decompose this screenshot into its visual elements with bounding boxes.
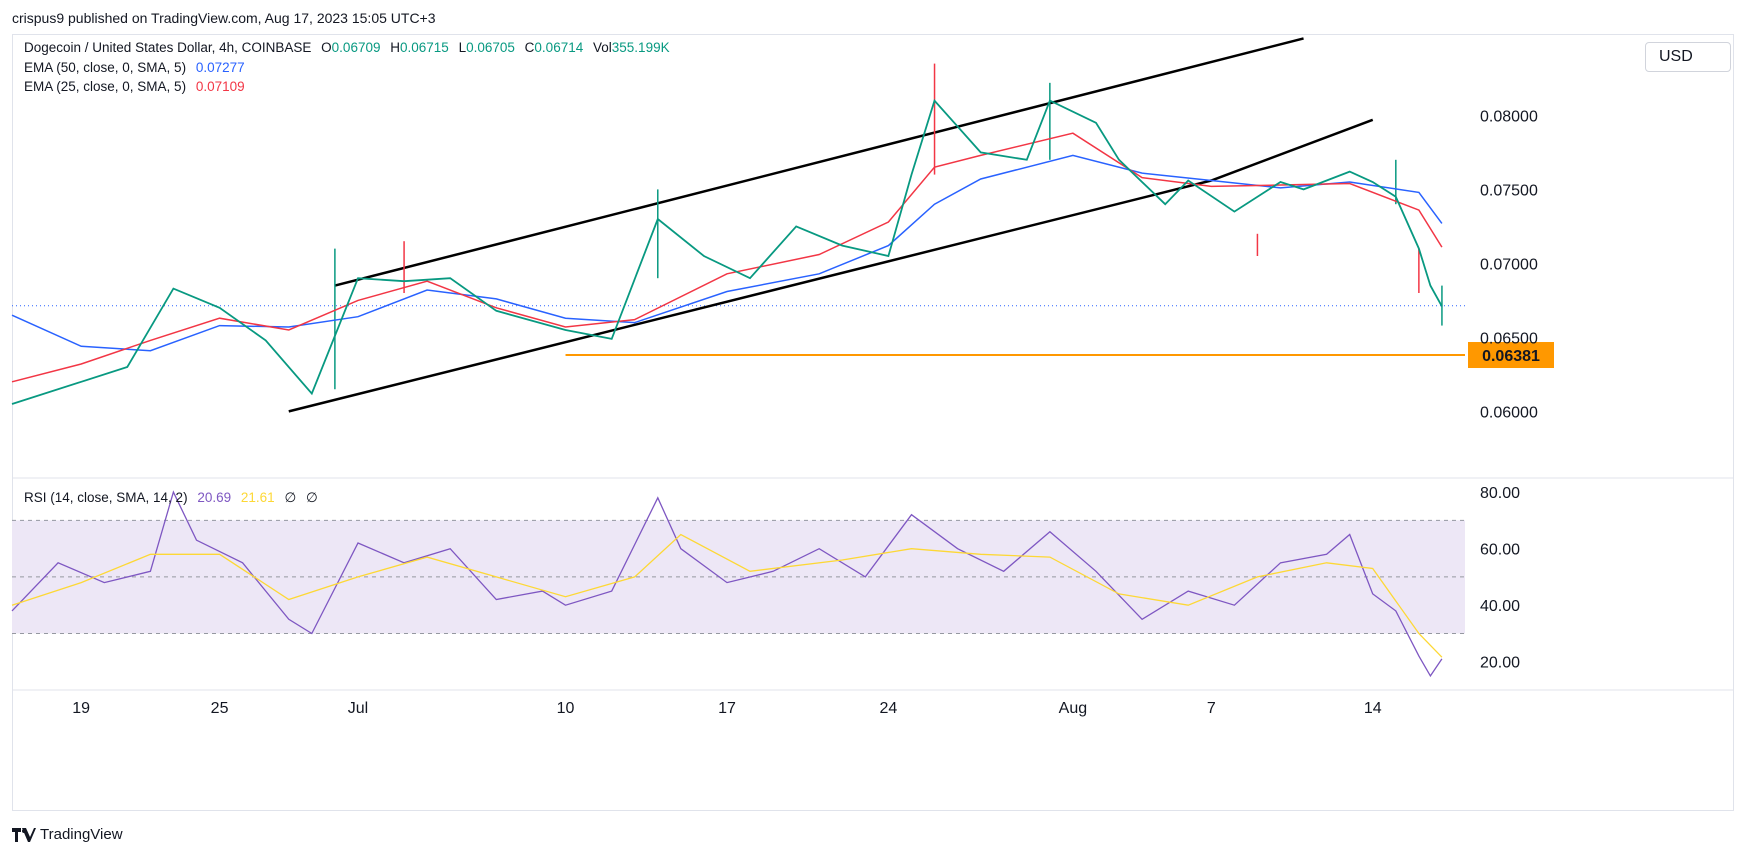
ema25-legend: EMA (25, close, 0, SMA, 5) 0.07109 (24, 79, 251, 94)
date-tick-label: 14 (1364, 700, 1382, 717)
publisher-header: crispus9 published on TradingView.com, A… (12, 10, 436, 26)
close-value: C0.06714 (525, 40, 584, 55)
ema25-line (11, 132, 1443, 383)
date-tick-label: 24 (880, 700, 898, 717)
date-tick-label: Aug (1059, 700, 1087, 717)
ema50-legend: EMA (50, close, 0, SMA, 5) 0.07277 (24, 60, 251, 75)
rsi-tick-label: 60.00 (1480, 542, 1520, 559)
channel-line-3 (1210, 118, 1374, 182)
channel-line-1 (288, 179, 1212, 413)
date-tick-label: 10 (557, 700, 575, 717)
price-tick-label: 0.08000 (1480, 108, 1538, 125)
close-label: C (524, 40, 535, 55)
brand-label: TradingView (40, 826, 123, 843)
high-label: H (390, 40, 400, 55)
price-legend: Dogecoin / United States Dollar, 4h, COI… (24, 40, 676, 55)
rsi-extra-1: ∅ (284, 490, 297, 505)
price-tick-label: 0.06500 (1480, 330, 1538, 347)
high-value: H0.06715 (390, 40, 449, 55)
channel-line-2 (334, 37, 1304, 287)
support-price-label: 0.06381 (1482, 348, 1540, 365)
price-tick-label: 0.06000 (1480, 404, 1538, 421)
date-tick-label: 25 (211, 700, 229, 717)
rsi-tick-label: 20.00 (1480, 655, 1520, 672)
ema50-label: EMA (50, close, 0, SMA, 5) (24, 60, 187, 75)
chart-frame (12, 34, 1734, 811)
price-tick-label: 0.07500 (1480, 182, 1538, 199)
rsi-tick-label: 80.00 (1480, 485, 1520, 502)
tradingview-footer: TradingView (12, 826, 123, 843)
rsi-value: 20.69 (197, 490, 232, 505)
rsi-line (11, 490, 1443, 678)
price-tick-label: 0.07000 (1480, 256, 1538, 273)
currency-button[interactable]: USD (1645, 42, 1731, 72)
low-number: 0.06705 (466, 40, 515, 55)
rsi-legend: RSI (14, close, SMA, 14, 2) 20.69 21.61 … (24, 490, 324, 506)
rsi-sma-value: 21.61 (240, 490, 275, 505)
open-value: O0.06709 (321, 40, 380, 55)
rsi-extra-2: ∅ (305, 490, 318, 505)
ema25-value: 0.07109 (195, 79, 245, 94)
rsi-label: RSI (14, close, SMA, 14, 2) (24, 490, 188, 505)
tradingview-logo-icon (12, 827, 36, 842)
symbol-label: Dogecoin / United States Dollar, 4h, COI… (24, 40, 312, 55)
support-price-tag (1468, 342, 1554, 369)
date-tick-label: 19 (72, 700, 90, 717)
volume-number: 355.199K (611, 40, 670, 55)
date-tick-label: 7 (1207, 700, 1216, 717)
date-tick-label: Jul (348, 700, 368, 717)
close-number: 0.06714 (534, 40, 584, 55)
high-number: 0.06715 (400, 40, 449, 55)
volume-label: Vol (593, 40, 612, 55)
ema50-value: 0.07277 (195, 60, 245, 75)
date-tick-label: 17 (718, 700, 736, 717)
open-label: O (321, 40, 332, 55)
ema25-label: EMA (25, close, 0, SMA, 5) (24, 79, 187, 94)
price-line (11, 98, 1443, 405)
rsi-tick-label: 40.00 (1480, 598, 1520, 615)
low-value: L0.06705 (459, 40, 515, 55)
open-number: 0.06709 (331, 40, 381, 55)
low-label: L (458, 40, 467, 55)
volume-value: Vol355.199K (593, 40, 670, 55)
ema50-line (11, 154, 1443, 352)
rsi-sma-line (11, 533, 1443, 658)
